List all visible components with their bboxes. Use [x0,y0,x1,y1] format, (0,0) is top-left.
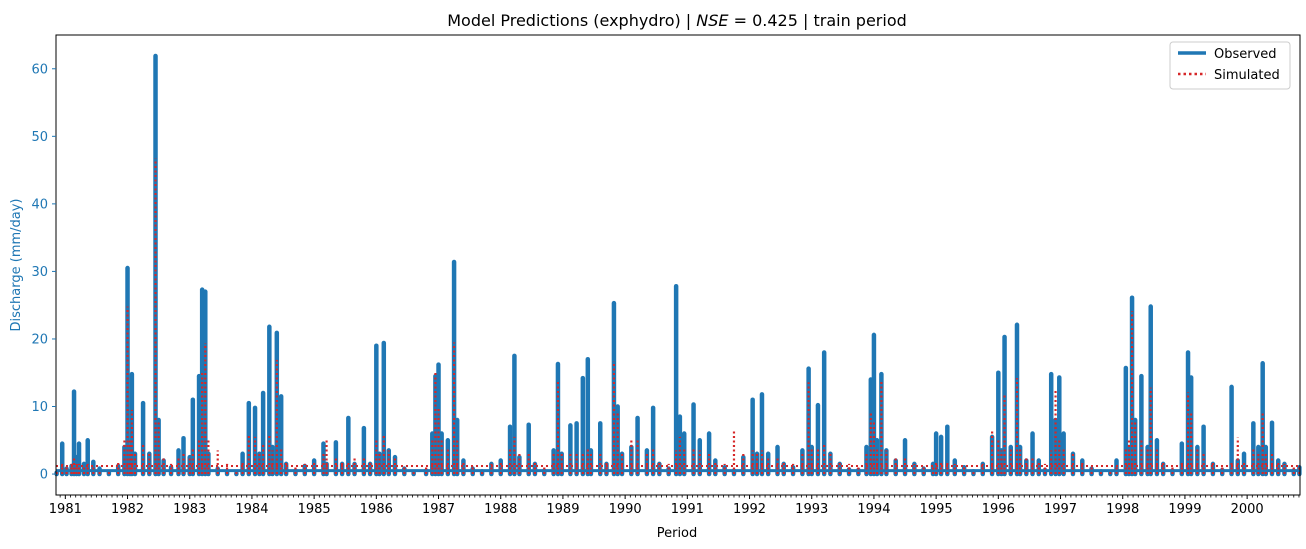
x-tick-label: 1996 [982,502,1015,517]
plot-area [54,34,1302,496]
x-tick-label: 1990 [609,502,642,517]
legend-observed-label: Observed [1214,47,1277,62]
chart-title-metric: NSE [696,11,729,30]
x-axis-label: Period [657,526,698,541]
x-tick-label: 1986 [360,502,393,517]
y-axis: 0 10 20 30 40 50 60 [31,62,56,483]
x-tick-label: 1983 [173,502,206,517]
y-tick-label: 30 [31,265,48,280]
x-tick-label: 1989 [546,502,579,517]
x-tick-label: 1998 [1106,502,1139,517]
x-tick-label: 1984 [235,502,268,517]
y-tick-label: 40 [31,197,48,212]
x-tick-label: 1993 [795,502,828,517]
x-tick-label: 1982 [111,502,144,517]
y-tick-label: 10 [31,400,48,415]
legend: Observed Simulated [1169,41,1291,90]
x-tick-label: 1991 [671,502,704,517]
x-tick-label: 1999 [1168,502,1201,517]
plot-frame [55,34,1301,496]
legend-simulated-label: Simulated [1214,68,1280,83]
observed-series [54,53,1302,477]
y-tick-label: 0 [40,468,48,483]
x-tick-label: 1987 [422,502,455,517]
x-tick-label: 1992 [733,502,766,517]
y-tick-label: 20 [31,332,48,347]
y-tick-label: 60 [31,62,48,77]
simulated-series [55,158,1301,475]
y-tick-label: 50 [31,130,48,145]
x-tick-label: 1997 [1044,502,1077,517]
chart-title-prefix: Model Predictions (exphydro) | [447,11,696,30]
chart-title: Model Predictions (exphydro) | NSE = 0.4… [447,11,907,30]
x-tick-label: 1995 [920,502,953,517]
x-tick-label: 1985 [298,502,331,517]
x-tick-label: 1994 [857,502,890,517]
y-axis-label: Discharge (mm/day) [9,198,24,331]
x-axis: 1981 1982 1983 1984 1985 1986 1987 1988 1989 1990… [49,495,1300,517]
x-tick-label: 2000 [1231,502,1264,517]
x-tick-label: 1981 [49,502,82,517]
x-tick-label: 1988 [484,502,517,517]
chart-title-suffix: = 0.425 | train period [729,11,907,30]
